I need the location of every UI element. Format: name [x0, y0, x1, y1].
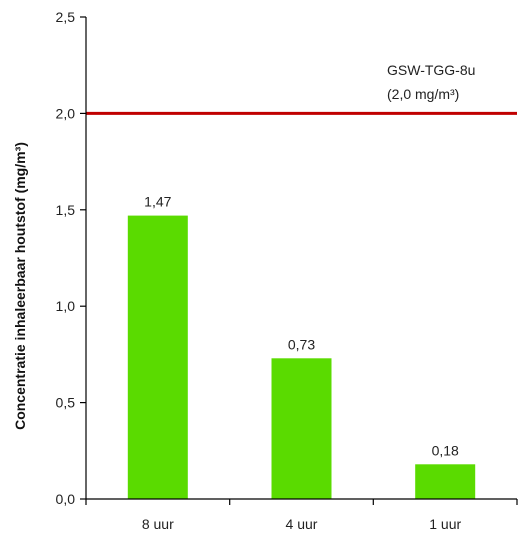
reference-line-value-label: (2,0 mg/m³) [387, 86, 459, 102]
bars-layer [127, 215, 476, 499]
bar [271, 358, 332, 499]
bar [415, 464, 476, 499]
axes-layer [80, 16, 518, 505]
data-label: 0,18 [432, 442, 459, 458]
x-tick-label: 8 uur [142, 516, 174, 532]
x-tick-label: 1 uur [429, 516, 461, 532]
y-axis-title: Concentratie inhaleerbaar houtstof (mg/m… [12, 142, 28, 430]
y-tick-label: 2,0 [56, 105, 76, 121]
data-label: 1,47 [144, 194, 171, 210]
y-tick-label: 1,5 [56, 202, 76, 218]
reference-line-label: GSW-TGG-8u [387, 62, 475, 78]
y-tick-label: 1,0 [56, 298, 76, 314]
y-tick-label: 0,0 [56, 491, 76, 507]
bar [127, 215, 188, 499]
labels-layer: 1,47 8 uur 0,73 4 uur 0,18 1 uur 0,0 0,5 1,0 1,5 2… [56, 9, 462, 532]
x-tick-label: 4 uur [286, 516, 318, 532]
y-tick-label: 2,5 [56, 9, 76, 25]
data-label: 0,73 [288, 336, 315, 352]
y-tick-label: 0,5 [56, 395, 76, 411]
